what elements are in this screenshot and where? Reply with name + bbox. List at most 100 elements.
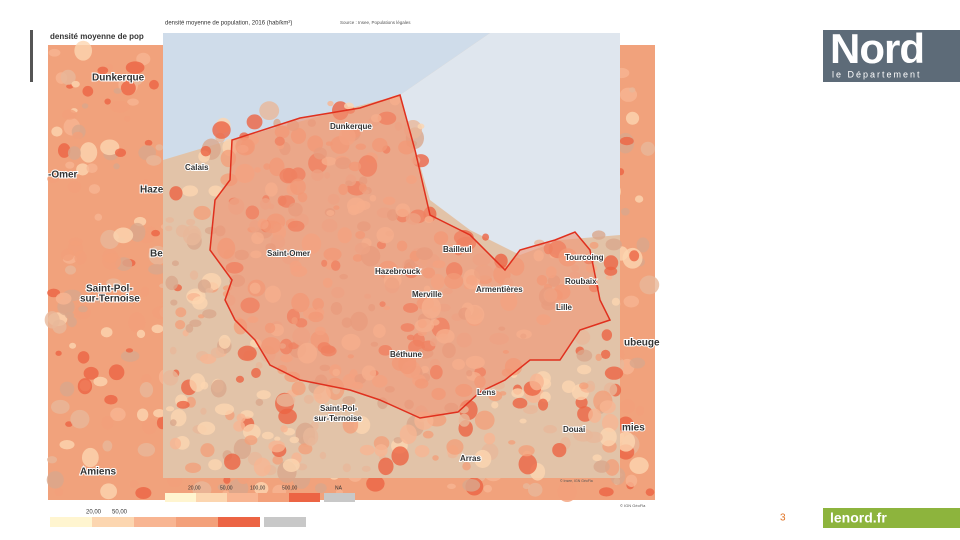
commune-cell [246,114,263,130]
commune-cell [102,249,118,264]
commune-cell [519,418,527,424]
commune-cell [462,478,481,492]
commune-cell [110,407,126,422]
commune-cell [113,163,120,170]
legend-swatch [258,493,289,502]
commune-cell [474,410,495,430]
commune-cell [522,483,531,490]
commune-cell [113,227,134,244]
commune-cell [200,407,207,415]
legend-swatch [324,493,355,502]
commune-cell [77,351,90,364]
place-label: Dunkerque [92,73,145,84]
commune-cell [125,348,134,353]
commune-cell [474,449,492,468]
commune-cell [189,319,202,327]
commune-cell [51,399,70,414]
accent-bar [30,30,33,82]
commune-cell [95,297,104,303]
commune-cell [142,178,150,186]
commune-cell [55,350,62,356]
commune-cell [253,457,271,477]
commune-cell [193,205,211,220]
commune-cell [340,404,348,412]
commune-cell [374,444,388,457]
commune-cell [175,307,187,318]
commune-cell [598,487,614,497]
commune-cell [133,76,143,85]
site-label: lenord.fr [830,510,887,526]
commune-cell [57,143,71,158]
commune-cell [255,398,264,406]
commune-cell [636,237,650,253]
commune-cell [70,409,90,429]
commune-cell [200,443,215,458]
belgium [400,33,620,255]
commune-cell [605,238,622,251]
commune-cell [120,80,136,96]
commune-cell [136,329,146,339]
commune-cell [113,88,122,94]
commune-cell [512,397,528,409]
commune-cell [108,364,125,381]
commune-cell [135,486,152,500]
commune-cell [640,141,656,156]
commune-cell [242,424,261,440]
commune-cell [342,396,356,405]
commune-cell [529,373,544,391]
commune-cell [123,115,131,122]
commune-cell [619,399,636,414]
legend-swatch [227,493,258,502]
place-label: Armentières [476,285,523,294]
commune-cell [151,229,161,237]
commune-cell [462,462,471,471]
commune-cell [94,213,103,221]
commune-cell [114,148,127,157]
commune-cell [237,345,257,361]
commune-cell [77,378,93,395]
commune-cell [625,111,640,125]
commune-cell [256,390,271,400]
commune-cell [359,444,375,456]
commune-cell [212,121,231,139]
commune-cell [100,483,118,500]
commune-cell [483,432,496,445]
commune-cell [274,436,281,442]
commune-cell [210,347,225,359]
commune-cell [83,366,99,380]
commune-cell [141,374,152,384]
commune-cell [165,275,179,291]
commune-cell [303,394,314,404]
commune-cell [170,419,177,426]
commune-cell [71,80,80,88]
sea [163,33,490,160]
commune-cell [74,250,87,265]
commune-cell [47,174,60,183]
commune-cell [146,155,162,166]
commune-cell [81,447,99,468]
place-label: Be [150,249,163,260]
front-legend: 20,00 50,00 100,00 500,00 NA [165,485,355,502]
commune-cell [623,295,640,308]
commune-cell [137,443,156,457]
commune-cell [120,350,140,362]
logo-background [823,30,960,82]
commune-cell [611,297,620,306]
commune-cell [601,413,619,433]
commune-cell [129,222,146,242]
commune-cell [136,52,151,66]
logo: Nord le Département [823,25,960,82]
place-label: Haze [140,185,164,196]
commune-cell [137,408,149,422]
commune-cell [186,218,196,226]
commune-cell [291,381,306,396]
commune-cell [192,296,208,310]
commune-cell [176,400,190,409]
commune-cell [69,342,77,349]
commune-cell [197,421,216,435]
commune-cell [51,126,63,137]
commune-cell [217,483,227,491]
commune-cell [235,375,245,383]
commune-cell [189,373,206,392]
commune-cell [100,327,113,338]
